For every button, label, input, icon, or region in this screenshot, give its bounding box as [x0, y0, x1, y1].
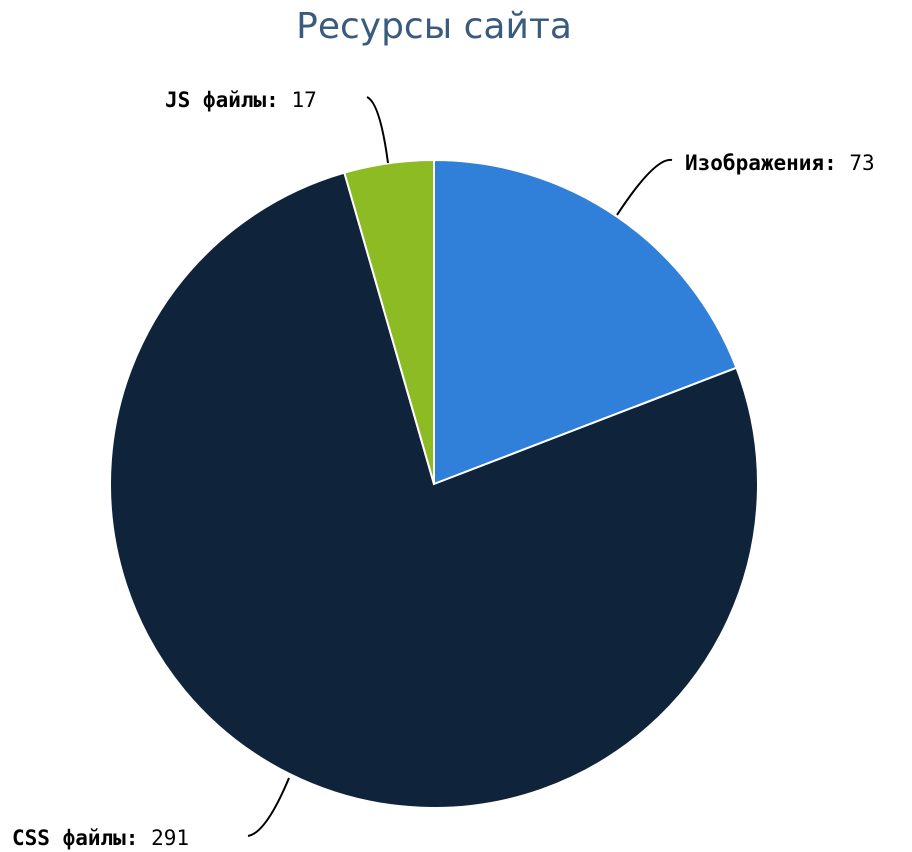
label-connector-3 [366, 96, 389, 164]
label-connector-1 [616, 158, 673, 216]
pie-slice-3[interactable] [343, 158, 435, 485]
data-label-value: 291 [138, 826, 189, 850]
chart-title: Ресурсы сайта [296, 6, 572, 47]
label-connector-2 [247, 777, 290, 837]
data-label-3: JS файлы: 17 [165, 88, 317, 112]
data-label-name: CSS файлы: [12, 826, 138, 850]
pie-slice-2[interactable] [109, 171, 759, 809]
data-label-1: Изображения: 73 [685, 151, 875, 175]
data-label-name: Изображения: [685, 151, 837, 175]
data-label-name: JS файлы: [165, 88, 279, 112]
labels-layer: Изображения: 73 CSS файлы: 291 JS файлы: 1… [12, 88, 875, 850]
data-label-value: 73 [837, 151, 875, 175]
data-label-2: CSS файлы: 291 [12, 826, 189, 850]
data-label-value: 17 [279, 88, 317, 112]
slices-layer [109, 158, 759, 809]
pie-slice-1[interactable] [433, 158, 738, 486]
